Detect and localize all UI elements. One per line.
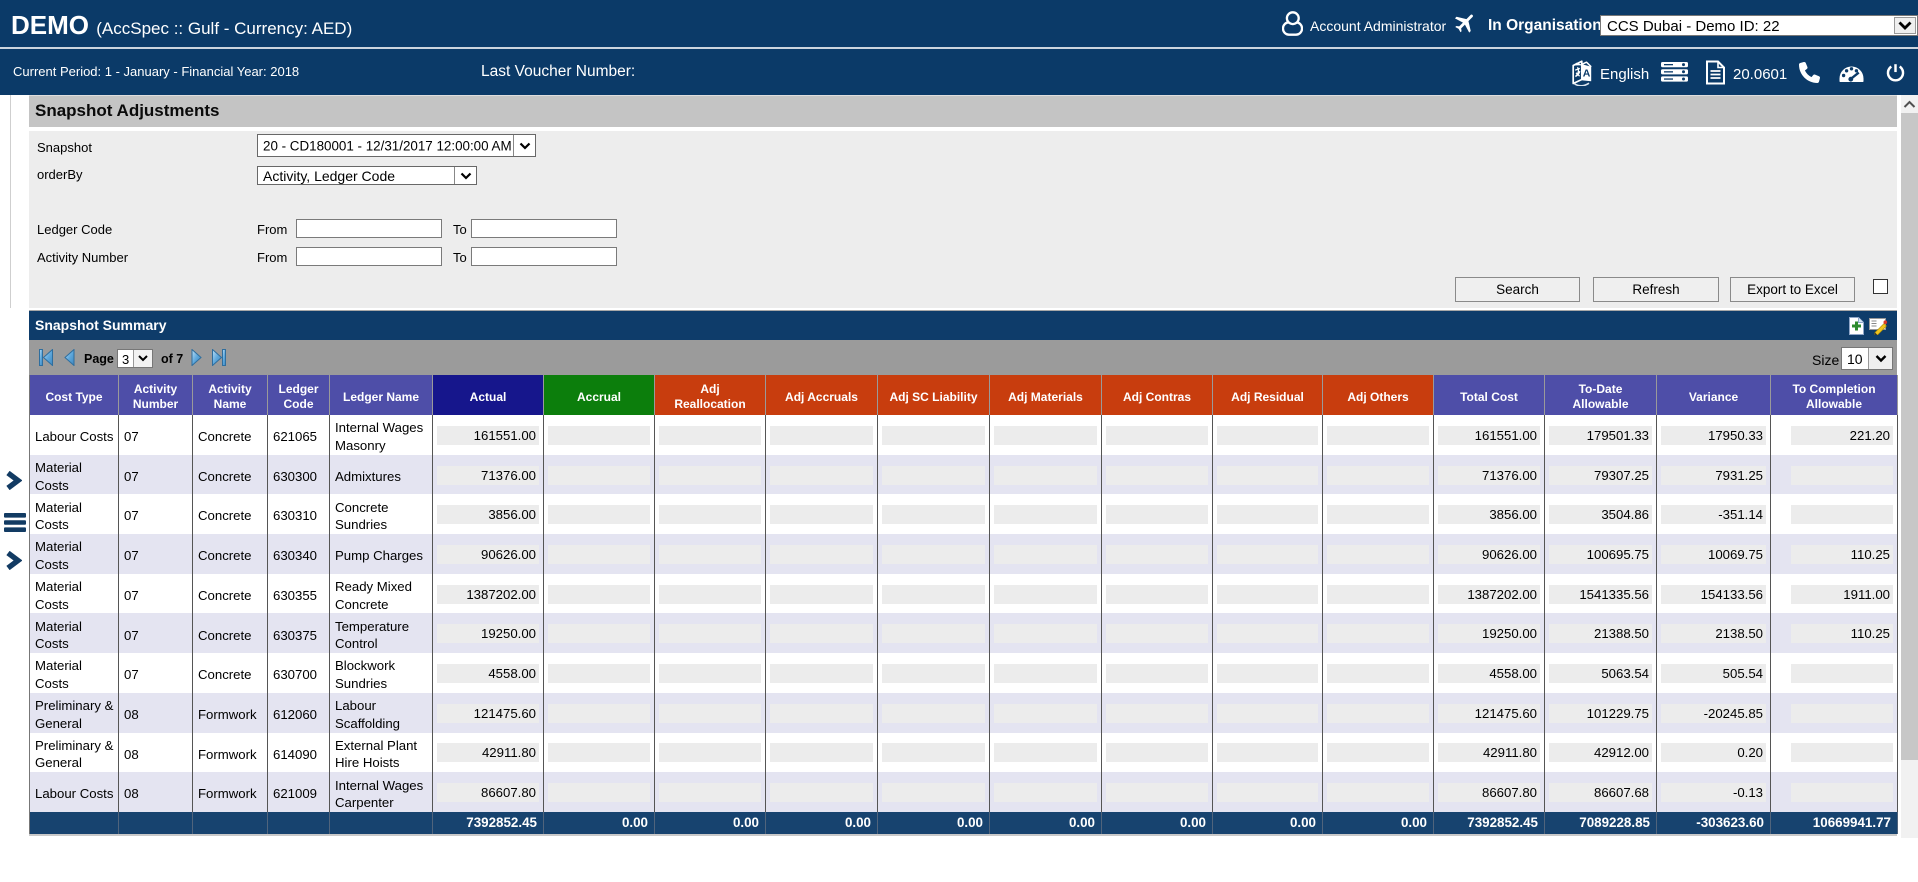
svg-text:A: A — [1583, 68, 1591, 80]
